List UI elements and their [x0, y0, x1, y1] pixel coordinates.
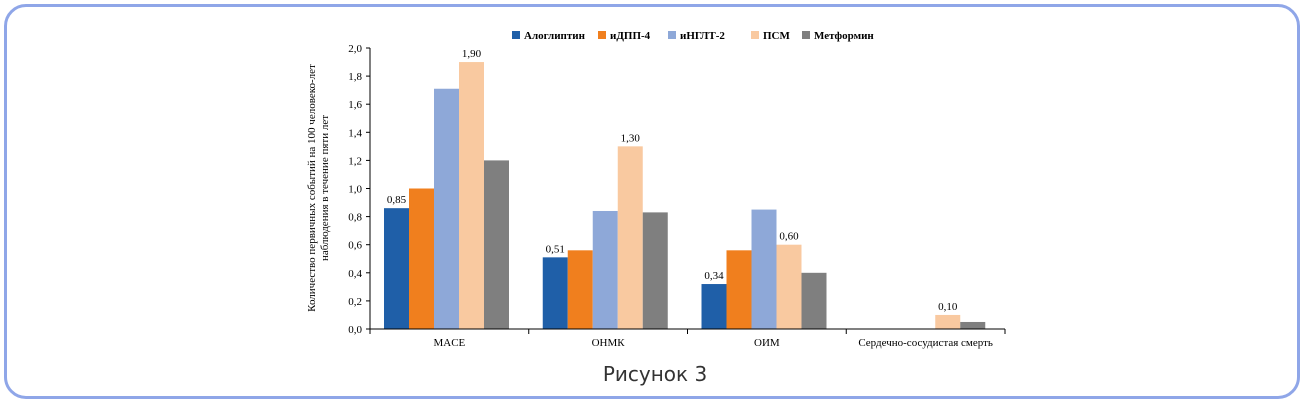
y-tick-label: 1,2: [348, 155, 362, 167]
bar: [434, 88, 459, 330]
legend-swatch: [751, 31, 759, 39]
bar: [642, 212, 668, 329]
bar: [617, 146, 643, 329]
x-axis: MACE ОНМК ОИМ Сердечно-сосудистая смерть: [369, 328, 1006, 349]
y-tick-label: 1,0: [348, 184, 362, 196]
y-axis-title-line-2: наблюдения в течение пяти лет: [319, 115, 331, 261]
legend-label: Алоглиптин: [524, 30, 586, 42]
data-label: 1,30: [621, 132, 641, 144]
bars-group: [384, 62, 986, 330]
y-tick-label: 0,0: [348, 324, 362, 336]
bar: [801, 272, 827, 329]
bar: [384, 208, 409, 329]
legend-label: иДПП-4: [610, 30, 651, 42]
y-tick-label: 2,0: [348, 43, 362, 55]
bar: [484, 160, 509, 329]
legend-label: Метформин: [814, 30, 874, 42]
legend-label: ПСМ: [763, 30, 791, 42]
legend-label: иНГЛТ-2: [680, 30, 725, 42]
y-tick-label: 1,4: [348, 127, 362, 139]
bar: [776, 244, 802, 329]
legend-swatch: [668, 31, 676, 39]
y-axis-title-line-1: Количество первичных событий на 100 чело…: [306, 64, 318, 312]
data-labels-group: 0,85 1,90 0,51 1,30 0,34 0,60 0,10: [387, 48, 958, 313]
bar: [592, 210, 618, 329]
legend-swatch: [598, 31, 606, 39]
bar: [459, 62, 484, 330]
y-tick-label: 0,8: [348, 212, 362, 224]
legend-swatch: [512, 31, 520, 39]
x-tick-label: Сердечно-сосудистая смерть: [858, 337, 993, 349]
bar: [409, 188, 434, 329]
bar: [701, 284, 727, 329]
data-label: 0,85: [387, 194, 407, 206]
x-tick-label: MACE: [433, 337, 465, 349]
y-tick-label: 0,6: [348, 240, 362, 252]
y-tick-label: 1,6: [348, 99, 362, 111]
y-axis: 0,0 0,2 0,4 0,6 0,8 1,0 1,2 1,4 1,6 1,8 2,0: [348, 43, 371, 336]
x-tick-label: ОНМК: [592, 337, 626, 349]
bar: [960, 321, 986, 329]
bar: [726, 250, 752, 329]
figure-frame: [4, 4, 1300, 399]
data-label: 0,10: [938, 301, 958, 313]
legend-swatch: [802, 31, 810, 39]
bar: [542, 257, 568, 329]
y-tick-label: 0,2: [348, 296, 362, 308]
y-tick-label: 0,4: [348, 268, 362, 280]
data-label: 0,60: [779, 231, 799, 243]
data-label: 1,90: [462, 48, 482, 60]
y-tick-label: 1,8: [348, 71, 362, 83]
data-label: 0,51: [546, 243, 565, 255]
bar: [567, 250, 593, 329]
figure-caption: Рисунок 3: [602, 362, 708, 386]
bar: [751, 209, 777, 329]
bar: [935, 314, 961, 329]
data-label: 0,34: [704, 270, 724, 282]
x-tick-label: ОИМ: [754, 337, 780, 349]
chart-legend: Алоглиптин иДПП-4 иНГЛТ-2 ПСМ Метформин: [512, 30, 874, 42]
